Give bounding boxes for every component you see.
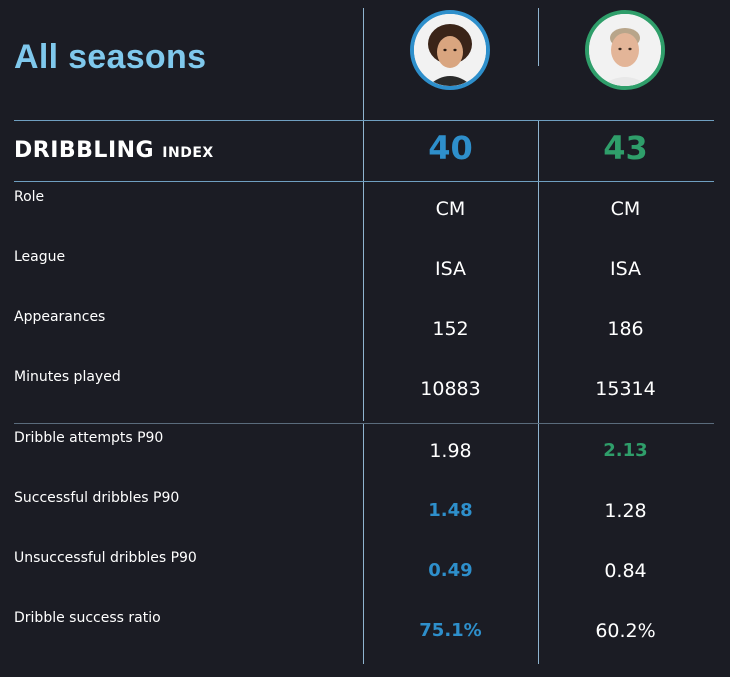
row-label-league: League (14, 249, 66, 265)
player-1-index-value: 40 (428, 129, 473, 167)
player-1-appearances: 152 (432, 318, 469, 340)
player-2-photo (589, 14, 661, 86)
player-1-successful-dribbles: 1.48 (428, 500, 473, 521)
player-2-dribble-success-ratio: 60.2% (595, 620, 656, 642)
row-label-role: Role (14, 189, 45, 205)
player-2-minutes: 15314 (595, 378, 656, 400)
player-1-avatar[interactable] (410, 10, 490, 90)
player-2-successful-dribbles: 1.28 (604, 500, 647, 522)
player-1-dribble-attempts: 1.98 (429, 440, 472, 462)
section-divider (14, 423, 714, 424)
player-1-league: ISA (434, 258, 466, 280)
header-divider-bottom (14, 181, 714, 182)
column-divider-middle (538, 8, 539, 66)
index-label: DRIBBLING INDEX (14, 138, 214, 163)
index-title: DRIBBLING (14, 138, 155, 163)
row-label-minutes: Minutes played (14, 369, 121, 385)
player-1-minutes: 10883 (420, 378, 481, 400)
player-1-photo (414, 14, 486, 86)
player-2-avatar[interactable] (585, 10, 665, 90)
player-1-unsuccessful-dribbles: 0.49 (428, 560, 473, 581)
row-label-appearances: Appearances (14, 309, 106, 325)
row-label-dribble-success-ratio: Dribble success ratio (14, 610, 161, 626)
player-2-unsuccessful-dribbles: 0.84 (604, 560, 647, 582)
player-2-league: ISA (609, 258, 641, 280)
row-label-successful-dribbles: Successful dribbles P90 (14, 490, 180, 506)
row-label-dribble-attempts: Dribble attempts P90 (14, 430, 164, 446)
row-label-unsuccessful-dribbles: Unsuccessful dribbles P90 (14, 550, 197, 566)
header-divider-top (14, 120, 714, 121)
player-2-role: CM (610, 198, 641, 220)
page-title: All seasons (14, 38, 207, 76)
player-1-role: CM (435, 198, 466, 220)
column-divider-middle-lower (538, 120, 539, 664)
player-1-dribble-success-ratio: 75.1% (419, 620, 482, 641)
player-2-index-value: 43 (603, 129, 648, 167)
column-divider-left-lower (363, 423, 364, 664)
player-2-dribble-attempts: 2.13 (603, 440, 648, 461)
player-2-appearances: 186 (607, 318, 644, 340)
column-divider-left (363, 8, 364, 421)
index-suffix: INDEX (162, 145, 214, 161)
